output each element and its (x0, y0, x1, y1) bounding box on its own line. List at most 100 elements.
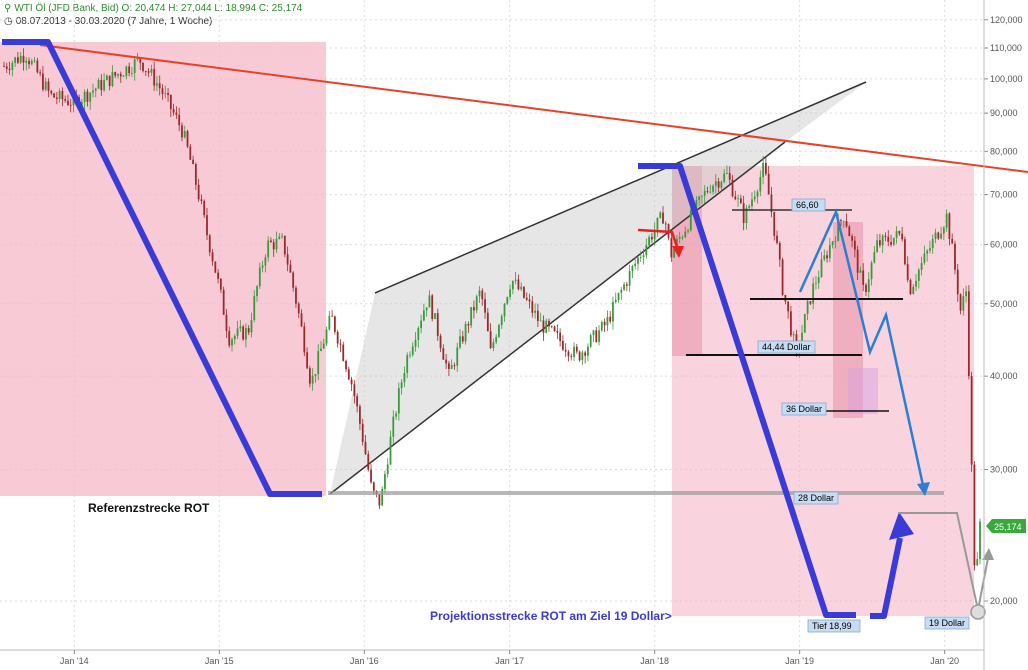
candle-body (167, 93, 169, 96)
label-19-dollar: 19 Dollar (924, 616, 970, 630)
candle-body (845, 221, 848, 227)
y-tick-label: 110,000 (990, 43, 1022, 53)
svg-text:Tief 18,99: Tief 18,99 (812, 621, 852, 631)
candle-body (926, 250, 929, 254)
candle-body (389, 436, 392, 465)
rebound-stroke (870, 537, 903, 619)
candle-body (612, 301, 614, 322)
candle-body (517, 279, 520, 290)
candle-body (242, 326, 245, 340)
candle-body (228, 330, 231, 346)
candle-body (778, 242, 781, 260)
candle-body (701, 195, 703, 197)
reference-zone (0, 42, 326, 496)
candle-body (567, 351, 570, 357)
candle-body (83, 91, 86, 102)
candle-body (158, 83, 161, 89)
candle-body (281, 235, 283, 237)
candle-body (30, 60, 33, 65)
candle-body (353, 384, 356, 397)
candle-body (459, 336, 461, 348)
instrument-icon: ⚲ (4, 3, 12, 14)
label-28-dollar: 28 Dollar (793, 491, 839, 505)
candle-body (550, 326, 553, 328)
candle-body (53, 93, 55, 98)
candle-body (386, 464, 389, 475)
candle-body (976, 559, 979, 566)
candle-body (945, 213, 948, 228)
candle-body (420, 320, 422, 329)
candle-body (739, 198, 742, 204)
candle-body (614, 299, 617, 302)
candle-body (895, 231, 898, 238)
candle-body (706, 190, 709, 192)
candle-body (356, 396, 359, 407)
candle-body (239, 326, 242, 329)
candle-body (712, 185, 714, 192)
candle-body (806, 301, 809, 314)
candle-body (147, 71, 150, 73)
candle-body (270, 240, 272, 243)
candle-body (520, 286, 523, 290)
candle-body (11, 62, 14, 70)
candle-body (317, 351, 320, 375)
candle-body (25, 60, 28, 63)
candle-body (506, 297, 509, 304)
candle-body (422, 310, 425, 321)
candle-body (153, 68, 156, 86)
candle-body (156, 83, 158, 86)
candle-body (787, 301, 790, 312)
candle-body (848, 226, 851, 237)
candle-body (764, 162, 767, 174)
y-tick-label: 50,000 (990, 299, 1018, 309)
candle-body (809, 301, 812, 304)
candle-body (673, 248, 676, 258)
candle-body (181, 125, 183, 138)
candle-body (659, 212, 662, 218)
candle-body (464, 323, 467, 342)
candle-body (823, 255, 826, 260)
candle-body (428, 295, 431, 308)
candle-body (728, 173, 731, 180)
candle-body (361, 423, 364, 442)
candle-body (617, 292, 620, 300)
candle-body (876, 240, 879, 252)
candle-body (372, 482, 375, 491)
projection-zone-top (672, 166, 702, 356)
candle-body (631, 265, 634, 272)
x-tick-label: Jan '20 (930, 656, 959, 666)
candle-body (536, 310, 539, 321)
candle-body (834, 240, 837, 242)
candle-body (475, 296, 478, 311)
candle-body (689, 210, 692, 231)
candle-body (862, 270, 865, 285)
candle-body (929, 248, 931, 251)
candle-body (865, 284, 867, 293)
candle-body (431, 295, 434, 319)
candle-body (292, 272, 295, 288)
candle-body (322, 343, 325, 349)
current-price-badge: 25,174 (986, 519, 1026, 533)
candle-body (467, 323, 470, 326)
candle-body (325, 329, 328, 344)
candle-body (450, 365, 453, 369)
candle-body (773, 211, 776, 236)
candle-body (178, 114, 181, 126)
candle-body (58, 90, 61, 99)
candle-body (64, 99, 67, 101)
candle-body (890, 242, 892, 245)
candle-body (473, 307, 475, 311)
candle-body (183, 131, 186, 138)
candle-body (278, 236, 281, 239)
candle-body (714, 181, 717, 186)
candle-body (587, 346, 589, 356)
y-tick-label: 30,000 (990, 464, 1018, 474)
candle-body (954, 243, 956, 270)
candle-body (817, 277, 820, 283)
candle-body (687, 230, 689, 232)
candle-body (600, 321, 603, 331)
candle-body (931, 238, 934, 249)
x-tick-label: Jan '18 (640, 656, 669, 666)
grey-projection-path (898, 512, 989, 611)
